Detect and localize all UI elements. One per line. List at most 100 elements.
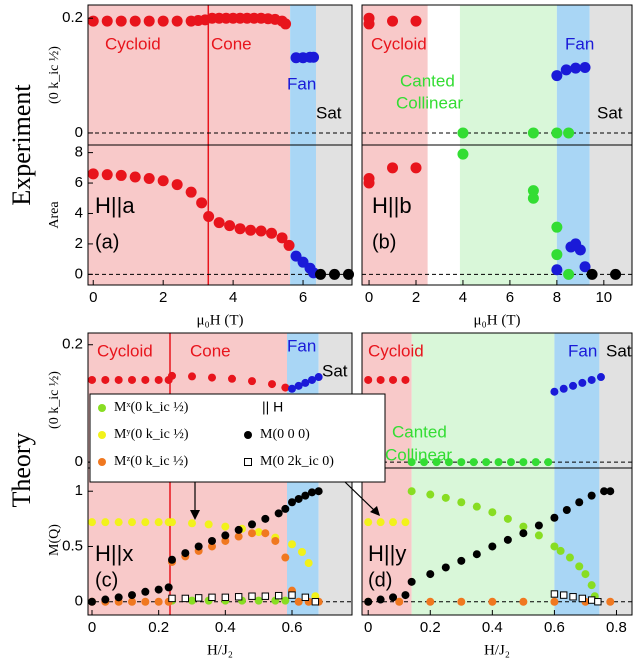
annotation: Sat bbox=[606, 341, 632, 360]
marker bbox=[376, 518, 385, 527]
marker bbox=[426, 597, 435, 606]
marker bbox=[550, 542, 559, 551]
annotation: Canted bbox=[400, 71, 455, 90]
marker bbox=[457, 127, 469, 139]
marker bbox=[387, 15, 399, 27]
marker bbox=[574, 244, 586, 256]
marker bbox=[503, 535, 512, 544]
marker bbox=[389, 375, 398, 384]
marker bbox=[221, 531, 230, 540]
marker bbox=[164, 583, 173, 592]
marker bbox=[343, 268, 355, 280]
marker bbox=[208, 536, 216, 545]
marker bbox=[420, 458, 429, 467]
phase-region bbox=[290, 5, 316, 145]
marker bbox=[587, 596, 596, 604]
marker bbox=[194, 594, 203, 602]
marker bbox=[298, 548, 306, 556]
marker bbox=[578, 378, 587, 387]
marker bbox=[587, 581, 596, 590]
marker bbox=[168, 371, 176, 380]
marker bbox=[128, 375, 136, 384]
marker bbox=[188, 372, 196, 381]
y-axis-label: M(Q) bbox=[47, 524, 62, 556]
marker bbox=[550, 590, 559, 598]
marker bbox=[457, 148, 469, 160]
marker bbox=[254, 528, 263, 537]
x-tick-label: 10 bbox=[595, 289, 612, 306]
marker bbox=[208, 373, 216, 382]
marker bbox=[288, 540, 296, 549]
marker bbox=[610, 268, 622, 280]
marker bbox=[376, 595, 385, 604]
marker bbox=[407, 577, 416, 586]
legend-box bbox=[89, 393, 386, 483]
x-tick-label: 0 bbox=[88, 619, 96, 636]
x-tick-label: 0 bbox=[89, 289, 97, 306]
marker bbox=[234, 593, 243, 601]
marker bbox=[101, 15, 113, 27]
marker bbox=[488, 542, 497, 551]
marker bbox=[129, 15, 141, 27]
marker bbox=[600, 487, 609, 496]
marker bbox=[288, 384, 296, 393]
marker bbox=[387, 162, 399, 174]
marker bbox=[457, 597, 466, 606]
marker bbox=[271, 536, 280, 545]
annotation: Cycloid bbox=[371, 34, 427, 53]
marker bbox=[304, 559, 313, 568]
annotation: Cycloid bbox=[97, 341, 153, 360]
marker bbox=[562, 506, 571, 514]
marker bbox=[280, 18, 292, 30]
marker bbox=[221, 522, 230, 531]
legend-label: Mᶻ(0 k_ic ½) bbox=[114, 454, 189, 469]
marker bbox=[401, 518, 410, 527]
marker bbox=[389, 518, 398, 527]
x-axis-label: μ₀H (T) bbox=[473, 312, 520, 328]
marker bbox=[208, 593, 216, 602]
marker bbox=[560, 591, 568, 599]
marker bbox=[185, 186, 197, 198]
y-tick-label: 1 bbox=[75, 482, 83, 499]
marker bbox=[301, 378, 310, 387]
marker bbox=[281, 553, 290, 562]
marker bbox=[534, 531, 543, 540]
marker bbox=[101, 518, 110, 527]
marker bbox=[315, 268, 327, 280]
x-tick-label: 0.8 bbox=[606, 619, 627, 636]
marker bbox=[87, 168, 99, 180]
y-tick-label: 8 bbox=[75, 144, 83, 161]
legend-marker bbox=[98, 431, 106, 439]
marker bbox=[196, 197, 208, 209]
marker bbox=[171, 179, 183, 191]
y-tick-label: 0.2 bbox=[62, 336, 83, 353]
marker bbox=[143, 15, 155, 27]
annotation: (a) bbox=[95, 231, 119, 253]
phase-region bbox=[411, 468, 555, 615]
annotation: Cone bbox=[211, 34, 252, 53]
marker bbox=[101, 595, 110, 604]
marker bbox=[128, 597, 136, 606]
marker bbox=[587, 375, 596, 384]
marker bbox=[563, 127, 575, 139]
marker bbox=[581, 570, 590, 579]
marker bbox=[519, 529, 528, 538]
marker bbox=[234, 532, 243, 541]
marker bbox=[563, 268, 575, 280]
marker bbox=[294, 494, 303, 503]
legend-label: M(0 0 0) bbox=[260, 427, 310, 442]
marker bbox=[281, 383, 290, 392]
y-tick-label: 0 bbox=[75, 593, 83, 610]
phase-region bbox=[315, 5, 352, 145]
marker bbox=[401, 591, 410, 600]
panel-frame bbox=[361, 144, 633, 286]
phase-region bbox=[589, 145, 632, 285]
x-tick-label: 0.6 bbox=[544, 619, 565, 636]
marker bbox=[115, 15, 127, 27]
marker bbox=[314, 373, 323, 382]
marker bbox=[255, 225, 267, 237]
marker bbox=[204, 520, 213, 529]
phase-region bbox=[459, 5, 557, 145]
annotation: Collinear bbox=[385, 445, 452, 464]
x-axis-label: μ₀H (T) bbox=[196, 312, 243, 328]
